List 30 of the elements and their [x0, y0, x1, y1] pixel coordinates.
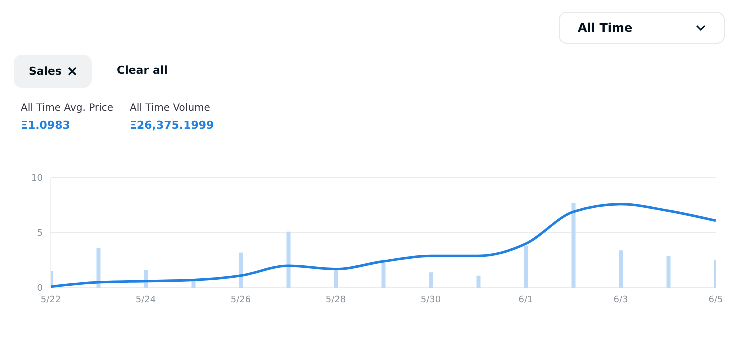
- y-tick-label: 10: [32, 174, 44, 184]
- x-tick-label: 6/5: [708, 295, 724, 306]
- x-tick-label: 5/30: [420, 295, 442, 306]
- bar: [619, 250, 624, 288]
- x-tick-label: 5/22: [40, 295, 62, 306]
- x-tick-label: 6/3: [614, 295, 628, 306]
- bar: [476, 276, 481, 288]
- bar: [239, 252, 244, 288]
- bar: [96, 248, 101, 288]
- bar: [429, 272, 434, 288]
- bar: [666, 256, 671, 288]
- x-tick-label: 6/1: [518, 295, 534, 306]
- text: Ξ26,375.1999: [130, 119, 214, 132]
- x-tick-label: 5/28: [326, 295, 346, 306]
- bar: [572, 203, 576, 288]
- y-tick-label: 0: [37, 284, 44, 294]
- y-tick-label: 5: [37, 229, 43, 240]
- line-series: [51, 203, 716, 288]
- text: Sales: [28, 65, 62, 78]
- bar: [524, 246, 528, 288]
- bar: [334, 270, 338, 288]
- text: All Time Avg. Price: [21, 103, 114, 114]
- text: Clear all: [117, 64, 168, 77]
- bar: [286, 232, 291, 288]
- text: All Time Volume: [130, 103, 210, 114]
- text: All Time: [578, 21, 633, 35]
- x-tick-label: 5/26: [230, 295, 252, 306]
- bar: [382, 262, 386, 288]
- text: Ξ1.0983: [21, 119, 70, 132]
- x-tick-label: 5/24: [136, 295, 156, 306]
